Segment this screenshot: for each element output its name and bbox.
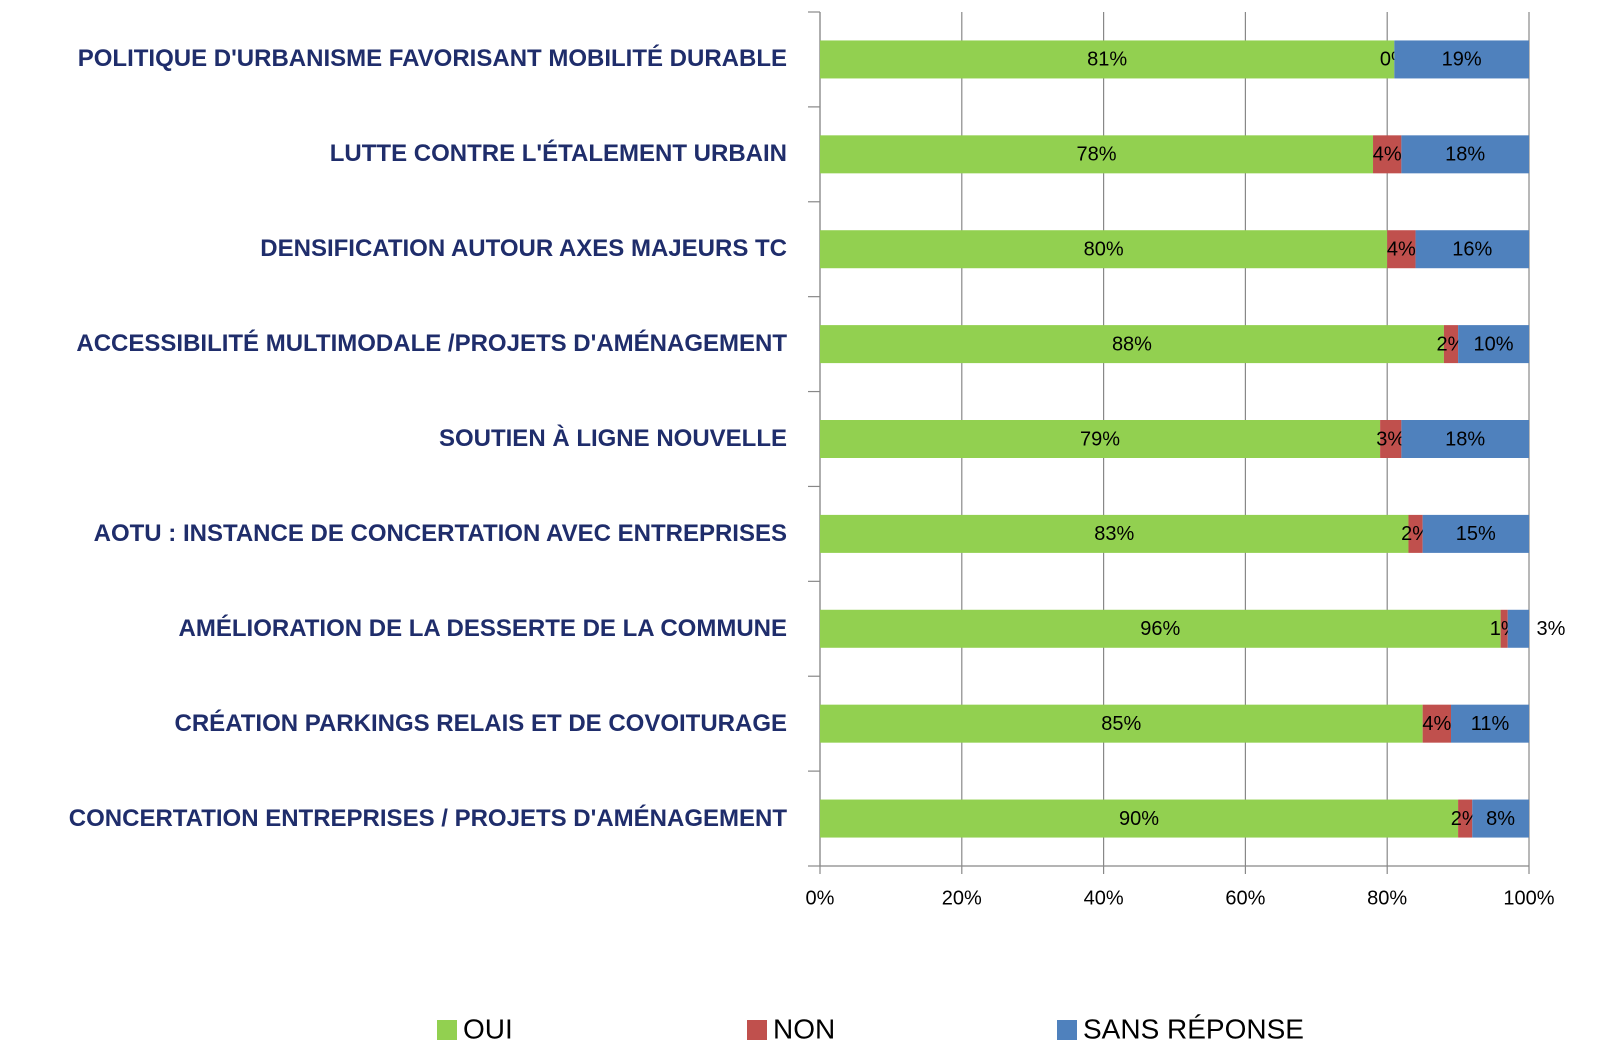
value-label: 19% <box>1442 49 1482 71</box>
value-label: 90% <box>1119 808 1159 830</box>
value-label: 83% <box>1094 523 1134 545</box>
category-label: ACCESSIBILITÉ MULTIMODALE /PROJETS D'AMÉ… <box>76 330 787 358</box>
bar-segment <box>820 325 1444 364</box>
value-label: 15% <box>1456 523 1496 545</box>
value-label: 88% <box>1112 333 1152 355</box>
bar-segment <box>1500 609 1508 648</box>
bar-segment <box>1394 40 1529 79</box>
value-label: 10% <box>1474 333 1514 355</box>
value-label: 3% <box>1537 618 1566 640</box>
value-label: 79% <box>1080 428 1120 450</box>
legend-swatch <box>437 1020 457 1040</box>
bar-segment <box>820 40 1395 79</box>
legend-swatch <box>747 1020 767 1040</box>
bar-segment <box>1451 704 1529 743</box>
legend-swatch <box>1057 1020 1077 1040</box>
x-tick-label: 80% <box>1367 887 1407 909</box>
value-label: 18% <box>1445 428 1485 450</box>
bar-segment <box>1507 609 1529 648</box>
category-label: SOUTIEN À LIGNE NOUVELLE <box>438 425 787 452</box>
bar-segment <box>1458 799 1473 838</box>
category-label: CONCERTATION ENTREPRISES / PROJETS D'AMÉ… <box>68 804 787 832</box>
value-label: 18% <box>1445 144 1485 166</box>
bar-segment <box>1443 325 1459 364</box>
bar-segment <box>820 704 1423 743</box>
bar-segment <box>820 420 1381 458</box>
x-tick-label: 60% <box>1225 887 1265 909</box>
bar-segment <box>1401 135 1529 174</box>
value-label: 3% <box>1376 428 1405 450</box>
legend-label: SANS RÉPONSE <box>1083 1013 1304 1044</box>
legend-label: NON <box>773 1013 835 1044</box>
x-tick-label: 40% <box>1084 887 1124 909</box>
bar-segment <box>820 230 1388 269</box>
bar-segment <box>820 799 1459 838</box>
category-label: AOTU : INSTANCE DE CONCERTATION AVEC ENT… <box>93 519 787 547</box>
value-label: 80% <box>1084 239 1124 261</box>
bar-segment <box>820 609 1501 648</box>
value-label: 11% <box>1471 713 1510 735</box>
bar-segment <box>1387 230 1416 269</box>
value-label: 96% <box>1140 618 1180 640</box>
x-tick-label: 0% <box>806 887 835 909</box>
value-label: 4% <box>1387 239 1416 261</box>
bar-segment <box>1415 230 1529 269</box>
bar-segment <box>1373 135 1402 174</box>
x-tick-label: 100% <box>1503 887 1554 909</box>
legend-label: OUI <box>463 1013 513 1044</box>
category-label: AMÉLIORATION DE LA DESSERTE DE LA COMMUN… <box>178 614 787 642</box>
bar-segment <box>820 135 1374 174</box>
bar-segment <box>1472 799 1529 838</box>
bar-segment <box>1458 325 1529 364</box>
category-label: DENSIFICATION AUTOUR AXES MAJEURS TC <box>260 235 787 263</box>
category-label: POLITIQUE D'URBANISME FAVORISANT MOBILIT… <box>77 45 787 73</box>
value-label: 4% <box>1422 713 1451 735</box>
value-label: 81% <box>1087 49 1127 71</box>
bar-segment <box>1408 514 1423 553</box>
value-label: 85% <box>1101 713 1141 735</box>
value-label: 8% <box>1486 808 1515 830</box>
value-label: 78% <box>1076 144 1116 166</box>
value-label: 4% <box>1373 144 1402 166</box>
bar-segment <box>1380 420 1402 458</box>
category-label: CRÉATION PARKINGS RELAIS ET DE COVOITURA… <box>174 709 787 737</box>
x-tick-label: 20% <box>942 887 982 909</box>
value-label: 16% <box>1452 239 1492 261</box>
bar-segment <box>1422 704 1452 743</box>
bar-segment <box>1401 420 1529 458</box>
bar-segment <box>1422 514 1529 553</box>
category-label: LUTTE CONTRE L'ÉTALEMENT URBAIN <box>329 140 787 168</box>
bar-segment <box>820 514 1409 553</box>
